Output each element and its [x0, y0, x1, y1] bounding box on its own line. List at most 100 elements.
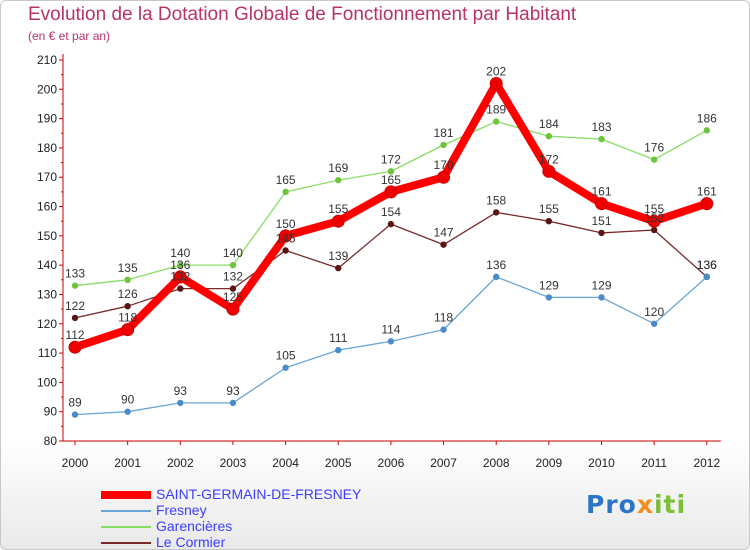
data-point [493, 273, 500, 281]
data-point [177, 399, 184, 407]
data-label: 170 [434, 158, 454, 172]
data-label: 111 [329, 331, 348, 345]
data-label: 136 [486, 258, 506, 272]
data-point [440, 141, 447, 149]
data-point [124, 408, 131, 415]
y-tick-label: 120 [37, 317, 57, 331]
data-label: 183 [591, 120, 611, 134]
data-point [493, 118, 500, 125]
data-label: 132 [223, 270, 243, 284]
data-point [68, 340, 82, 354]
data-point [650, 320, 658, 327]
x-tick-label: 2006 [378, 456, 405, 470]
y-tick-label: 170 [37, 170, 57, 184]
legend-swatch [101, 542, 151, 544]
y-tick-label: 210 [37, 53, 57, 67]
data-label: 165 [381, 173, 401, 187]
data-label: 114 [381, 322, 400, 336]
data-label: 136 [697, 258, 717, 272]
x-tick-label: 2003 [220, 456, 247, 470]
data-point [124, 302, 131, 310]
data-label: 139 [328, 249, 348, 263]
data-point [384, 185, 398, 199]
data-point [440, 241, 447, 248]
data-point [331, 214, 345, 228]
legend-label: Garencières [156, 518, 233, 534]
data-label: 161 [697, 185, 717, 199]
x-tick-label: 2002 [167, 456, 194, 470]
data-point [542, 164, 556, 178]
data-label: 120 [644, 305, 664, 319]
data-point [226, 302, 240, 316]
data-label: 202 [486, 64, 506, 78]
data-label: 122 [65, 299, 85, 313]
data-label: 154 [381, 205, 401, 219]
data-label: 155 [328, 202, 348, 216]
data-point [703, 273, 710, 281]
data-label: 140 [223, 246, 243, 260]
data-label: 136 [697, 258, 717, 272]
data-label: 172 [381, 152, 401, 166]
data-label: 129 [591, 278, 611, 292]
data-label: 118 [118, 311, 137, 325]
x-tick-label: 2010 [588, 456, 615, 470]
data-label: 133 [65, 267, 85, 281]
y-tick-label: 180 [37, 141, 57, 155]
data-point [598, 294, 605, 301]
data-label: 176 [644, 141, 664, 155]
data-point [545, 133, 553, 140]
data-point [545, 294, 553, 301]
data-point [647, 214, 661, 228]
data-point [71, 282, 79, 289]
data-label: 105 [276, 349, 296, 363]
data-point [437, 170, 451, 184]
y-tick-label: 200 [37, 82, 57, 96]
data-label: 161 [591, 185, 611, 199]
y-tick-label: 140 [37, 258, 57, 272]
data-label: 136 [170, 258, 190, 272]
data-point [493, 209, 500, 216]
chart-subtitle: (en € et par an) [28, 29, 111, 43]
data-point [440, 326, 447, 333]
data-label: 89 [68, 396, 82, 410]
data-point [71, 314, 79, 322]
data-point [177, 261, 184, 269]
data-point [650, 156, 658, 163]
x-tick-label: 2005 [325, 456, 352, 470]
data-point [335, 346, 342, 354]
data-label: 118 [434, 311, 453, 325]
data-label: 145 [276, 232, 296, 246]
proxiti-logo: Proxiti [586, 490, 687, 519]
data-point [71, 411, 79, 418]
data-point [229, 285, 237, 292]
data-label: 189 [486, 103, 506, 117]
legend-label: Le Cormier [156, 534, 226, 550]
data-label: 93 [226, 384, 240, 398]
data-label: 129 [539, 278, 559, 292]
data-label: 169 [328, 161, 348, 175]
data-point [229, 399, 237, 407]
data-point [124, 276, 131, 284]
data-label: 158 [486, 193, 506, 207]
data-label: 147 [434, 226, 454, 240]
data-label: 126 [118, 287, 138, 301]
chart-title: Evolution de la Dotation Globale de Fonc… [28, 4, 577, 25]
data-label: 112 [65, 328, 84, 342]
x-tick-label: 2007 [430, 456, 457, 470]
data-point [335, 176, 342, 184]
data-point [595, 197, 608, 211]
y-tick-label: 110 [38, 346, 57, 360]
data-label: 155 [644, 202, 664, 216]
data-point [598, 135, 605, 143]
legend-swatch [101, 526, 151, 528]
data-label: 125 [223, 290, 243, 304]
data-point [545, 217, 553, 225]
data-label: 155 [539, 202, 559, 216]
data-point [387, 168, 395, 175]
y-tick-label: 190 [37, 112, 57, 126]
data-point [173, 270, 187, 284]
data-label: 172 [539, 152, 559, 166]
y-tick-label: 90 [44, 405, 58, 419]
